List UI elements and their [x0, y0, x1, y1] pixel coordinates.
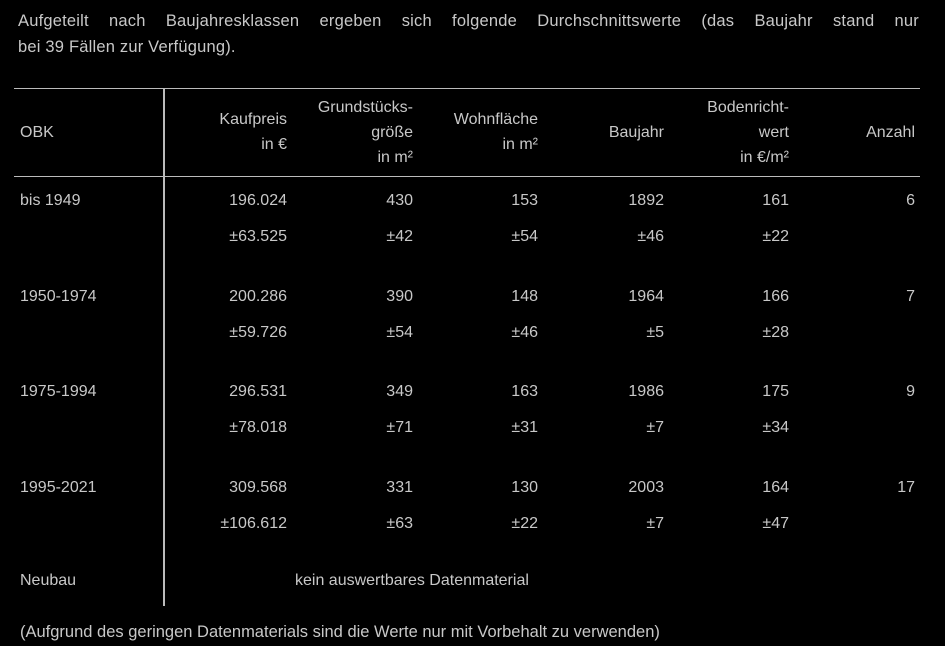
- sd-value: ±22: [511, 514, 538, 532]
- mean-value: 164: [762, 478, 789, 496]
- header-line: OBK: [20, 123, 54, 141]
- mean-value: 331: [386, 478, 413, 496]
- mean-value: 430: [386, 192, 413, 209]
- mean-value: 1892: [628, 192, 664, 209]
- header-line: Kaufpreis: [219, 111, 287, 128]
- sd-value: ±47: [762, 514, 789, 532]
- column-header: Kaufpreis in €: [219, 88, 287, 176]
- mean-value: 148: [511, 287, 538, 305]
- mean-value: 309.568: [229, 478, 287, 496]
- intro-line: Aufgeteilt nach Baujahresklassen ergeben…: [18, 12, 919, 30]
- intro-line: bei 39 Fällen zur Verfügung).: [18, 38, 236, 56]
- mean-value: 1986: [628, 383, 664, 400]
- mean-value: 166: [762, 287, 789, 305]
- sd-value: ±106.612: [220, 514, 287, 532]
- sd-value: ±7: [646, 419, 664, 436]
- header-line: Wohnfläche: [453, 111, 538, 128]
- mean-value: 2003: [628, 478, 664, 496]
- sd-value: ±54: [386, 323, 413, 341]
- table-top-rule: [14, 88, 920, 89]
- sd-value: ±46: [511, 323, 538, 341]
- column-rule: [163, 88, 165, 606]
- footnote: (Aufgrund des geringen Datenmaterials si…: [20, 623, 660, 641]
- mean-value: 130: [511, 478, 538, 496]
- header-line: in €/m²: [740, 148, 789, 166]
- row-label: bis 1949: [20, 192, 81, 209]
- header-line: Bodenricht-: [707, 98, 789, 116]
- header-line: Grundstücks-: [317, 98, 413, 116]
- column-header: Baujahr: [609, 88, 664, 176]
- column-header: Grundstücks-größe in m²: [318, 88, 413, 176]
- row-label: 1995-2021: [20, 478, 97, 496]
- sd-value: ±71: [386, 419, 413, 436]
- sd-value: ±7: [646, 514, 664, 532]
- header-line: in m²: [377, 148, 413, 166]
- no-data-note: kein auswertbares Datenmaterial: [295, 572, 529, 589]
- header-line: wert: [758, 123, 789, 141]
- sd-value: ±63: [386, 514, 413, 532]
- mean-value: 153: [511, 192, 538, 209]
- sd-value: ±31: [511, 419, 538, 436]
- mean-value: 163: [511, 383, 538, 400]
- header-line: größe: [371, 123, 413, 141]
- count-value: 17: [897, 478, 915, 496]
- header-line: Anzahl: [866, 123, 915, 141]
- sd-value: ±78.018: [229, 419, 287, 436]
- mean-value: 200.286: [229, 287, 287, 305]
- intro: Aufgeteilt nach Baujahresklassen ergeben…: [18, 8, 919, 60]
- count-value: 9: [906, 383, 915, 400]
- sd-value: ±42: [386, 228, 413, 245]
- header-rule: [14, 176, 920, 177]
- mean-value: 349: [386, 383, 413, 400]
- column-header: Wohnfläche in m²: [454, 88, 538, 176]
- count-value: 6: [906, 192, 915, 209]
- sd-value: ±54: [511, 228, 538, 245]
- count-value: 7: [906, 287, 915, 305]
- sd-value: ±22: [762, 228, 789, 245]
- row-label: 1950-1974: [20, 287, 97, 305]
- sd-value: ±5: [646, 323, 664, 341]
- header-line: Baujahr: [608, 123, 664, 141]
- sd-value: ±34: [762, 419, 789, 436]
- sd-value: ±59.726: [229, 323, 287, 341]
- column-header: Bodenricht-wert in €/m²: [707, 88, 789, 176]
- mean-value: 296.531: [229, 383, 287, 400]
- mean-value: 1964: [628, 287, 664, 305]
- sd-value: ±28: [762, 323, 789, 341]
- sd-value: ±63.525: [229, 228, 287, 245]
- sd-value: ±46: [637, 228, 664, 245]
- mean-value: 390: [386, 287, 413, 305]
- column-header: OBK: [20, 88, 54, 176]
- row-label: 1975-1994: [20, 383, 97, 400]
- header-line: in m²: [502, 136, 538, 153]
- mean-value: 196.024: [229, 192, 287, 209]
- column-header: Anzahl: [866, 88, 915, 176]
- header-line: in €: [261, 136, 287, 153]
- row-label: Neubau: [20, 572, 77, 589]
- mean-value: 161: [762, 192, 789, 209]
- mean-value: 175: [762, 383, 789, 400]
